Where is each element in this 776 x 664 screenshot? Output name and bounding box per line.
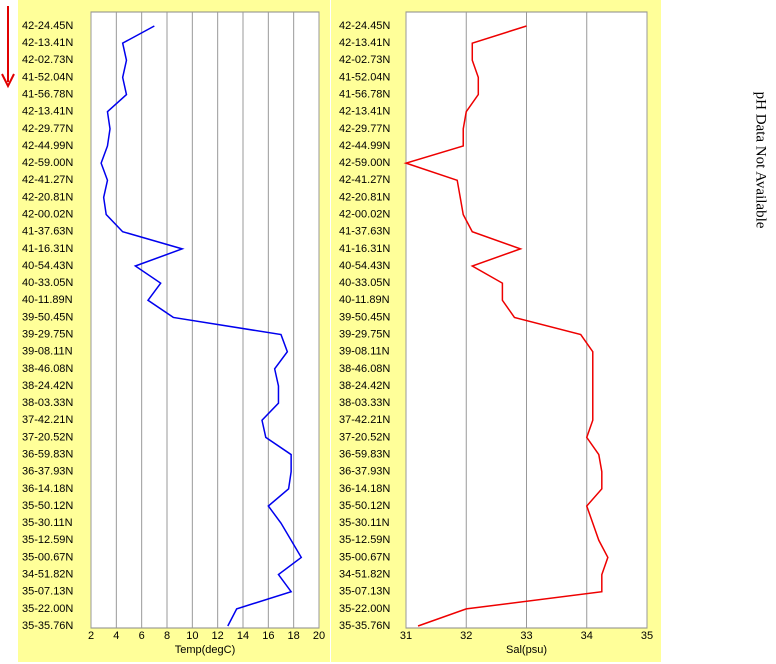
y-tick-label: 35-12.59N — [339, 534, 390, 546]
y-tick-label: 41-52.04N — [22, 71, 73, 83]
plot-area — [90, 11, 320, 629]
y-tick-label: 39-29.75N — [339, 328, 390, 340]
x-tick-label: 34 — [581, 630, 593, 642]
x-tick-label: 14 — [237, 630, 249, 642]
x-tick-label: 16 — [262, 630, 274, 642]
y-tick-label: 41-56.78N — [22, 88, 73, 100]
y-tick-label: 38-24.42N — [22, 380, 73, 392]
y-tick-label: 39-08.11N — [22, 346, 73, 358]
x-axis-label: Sal(psu) — [506, 644, 547, 656]
y-tick-label: 36-37.93N — [22, 466, 73, 478]
y-tick-label: 35-00.67N — [22, 551, 73, 563]
y-tick-label: 38-46.08N — [339, 363, 390, 375]
y-tick-label: 39-50.45N — [339, 311, 390, 323]
y-tick-label: 41-37.63N — [22, 226, 73, 238]
y-tick-label: 38-46.08N — [22, 363, 73, 375]
y-tick-label: 36-14.18N — [339, 483, 390, 495]
y-tick-label: 40-54.43N — [339, 260, 390, 272]
y-tick-label: 36-59.83N — [22, 448, 73, 460]
y-tick-label: 42-44.99N — [22, 140, 73, 152]
y-tick-label: 42-13.41N — [339, 106, 390, 118]
y-tick-label: 35-07.13N — [22, 586, 73, 598]
x-tick-label: 35 — [641, 630, 653, 642]
y-tick-label: 42-59.00N — [339, 157, 390, 169]
y-tick-label: 35-22.00N — [339, 603, 390, 615]
y-tick-label: 35-07.13N — [339, 586, 390, 598]
x-tick-label: 33 — [520, 630, 532, 642]
y-tick-label: 35-35.76N — [22, 620, 73, 632]
y-tick-label: 38-03.33N — [22, 397, 73, 409]
y-tick-label: 41-16.31N — [339, 243, 390, 255]
y-tick-label: 42-02.73N — [22, 54, 73, 66]
y-tick-label: 42-41.27N — [22, 174, 73, 186]
y-tick-label: 42-00.02N — [22, 208, 73, 220]
y-tick-label: 36-37.93N — [339, 466, 390, 478]
x-tick-label: 8 — [164, 630, 170, 642]
y-tick-label: 37-42.21N — [22, 414, 73, 426]
y-tick-label: 35-00.67N — [339, 551, 390, 563]
y-tick-label: 41-56.78N — [339, 88, 390, 100]
y-tick-label: 40-33.05N — [22, 277, 73, 289]
y-tick-label: 35-30.11N — [22, 517, 73, 529]
y-tick-label: 40-54.43N — [22, 260, 73, 272]
y-tick-label: 36-59.83N — [339, 448, 390, 460]
side-note: pH Data Not Available — [753, 92, 769, 229]
x-tick-label: 18 — [288, 630, 300, 642]
y-tick-label: 42-41.27N — [339, 174, 390, 186]
y-tick-label: 40-33.05N — [339, 277, 390, 289]
x-tick-label: 10 — [186, 630, 198, 642]
y-tick-label: 35-35.76N — [339, 620, 390, 632]
y-tick-label: 42-29.77N — [22, 123, 73, 135]
x-tick-label: 6 — [139, 630, 145, 642]
y-tick-label: 34-51.82N — [339, 568, 390, 580]
y-tick-label: 38-03.33N — [339, 397, 390, 409]
y-tick-label: 42-44.99N — [339, 140, 390, 152]
y-tick-label: 42-13.41N — [339, 37, 390, 49]
y-tick-label: 42-20.81N — [22, 191, 73, 203]
y-tick-label: 37-42.21N — [339, 414, 390, 426]
y-tick-label: 40-11.89N — [22, 294, 73, 306]
data-line — [403, 25, 609, 627]
data-line — [100, 25, 303, 627]
y-tick-label: 37-20.52N — [22, 431, 73, 443]
y-tick-label: 42-13.41N — [22, 106, 73, 118]
y-tick-label: 35-50.12N — [22, 500, 73, 512]
y-tick-label: 36-14.18N — [22, 483, 73, 495]
y-tick-label: 35-30.11N — [339, 517, 390, 529]
x-tick-label: 20 — [313, 630, 325, 642]
x-tick-label: 31 — [400, 630, 412, 642]
y-tick-label: 34-51.82N — [22, 568, 73, 580]
y-tick-label: 37-20.52N — [339, 431, 390, 443]
x-tick-label: 32 — [460, 630, 472, 642]
y-tick-label: 40-11.89N — [339, 294, 390, 306]
x-axis-label: Temp(degC) — [175, 644, 236, 656]
y-tick-label: 38-24.42N — [339, 380, 390, 392]
y-tick-label: 42-13.41N — [22, 37, 73, 49]
x-tick-label: 2 — [88, 630, 94, 642]
y-tick-label: 39-29.75N — [22, 328, 73, 340]
y-tick-label: 42-24.45N — [22, 20, 73, 32]
y-tick-label: 42-59.00N — [22, 157, 73, 169]
y-tick-label: 42-02.73N — [339, 54, 390, 66]
y-tick-label: 42-00.02N — [339, 208, 390, 220]
x-tick-label: 12 — [212, 630, 224, 642]
direction-arrow-head — [1, 73, 15, 89]
y-tick-label: 39-08.11N — [339, 346, 390, 358]
y-tick-label: 35-12.59N — [22, 534, 73, 546]
y-tick-label: 35-50.12N — [339, 500, 390, 512]
y-tick-label: 42-29.77N — [339, 123, 390, 135]
y-tick-label: 35-22.00N — [22, 603, 73, 615]
y-tick-label: 41-16.31N — [22, 243, 73, 255]
y-tick-label: 42-20.81N — [339, 191, 390, 203]
y-tick-label: 41-37.63N — [339, 226, 390, 238]
y-tick-label: 39-50.45N — [22, 311, 73, 323]
y-tick-label: 42-24.45N — [339, 20, 390, 32]
x-tick-label: 4 — [113, 630, 119, 642]
y-tick-label: 41-52.04N — [339, 71, 390, 83]
